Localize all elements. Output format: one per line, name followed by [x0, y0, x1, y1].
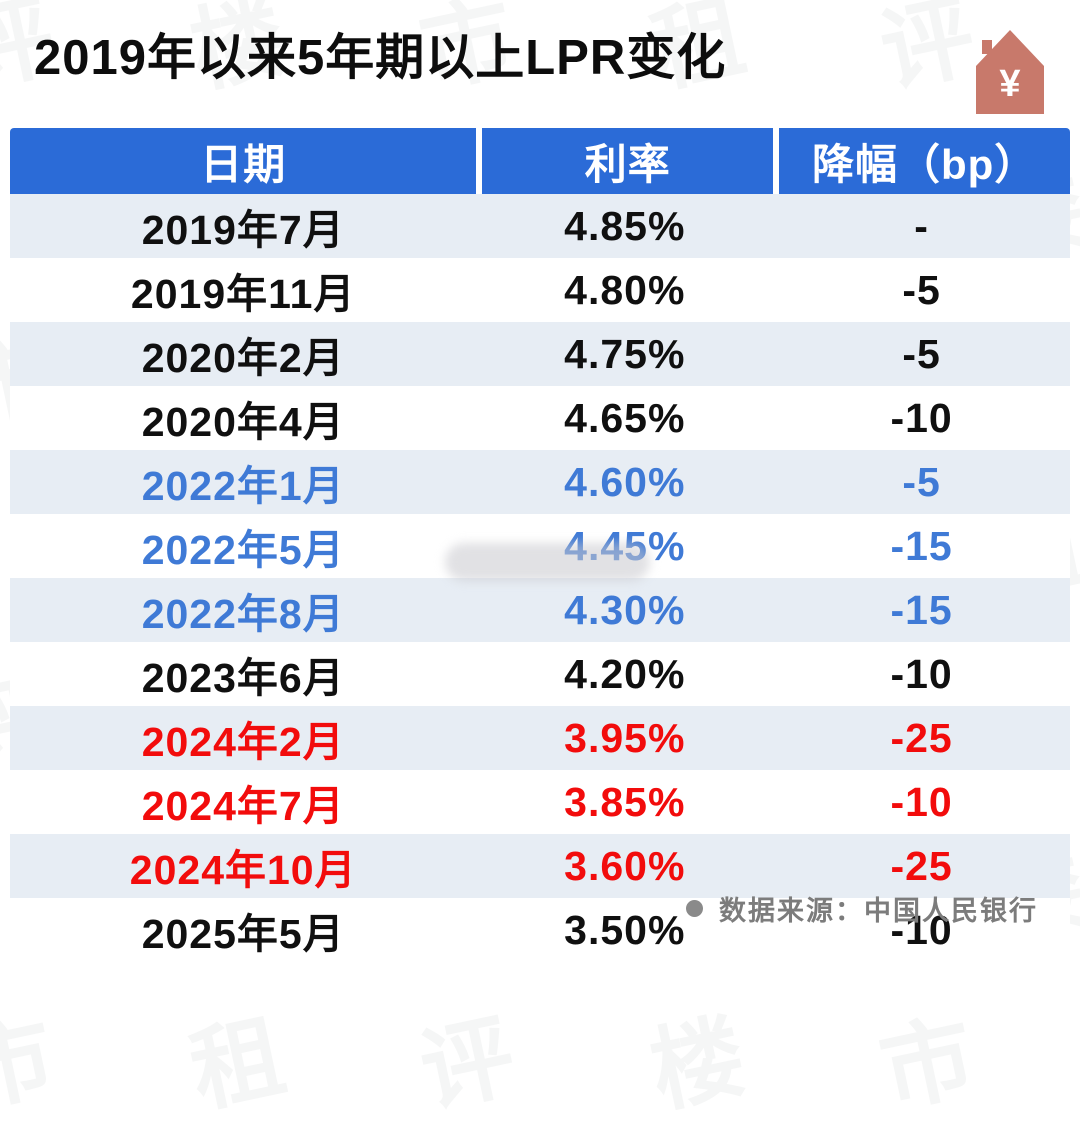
svg-text:¥: ¥: [999, 63, 1020, 105]
table-row: 2022年8月 4.30% -15: [10, 578, 1070, 642]
cell-date: 2019年11月: [10, 258, 477, 322]
table-row: 2020年2月 4.75% -5: [10, 322, 1070, 386]
cell-change: -10: [773, 898, 1070, 962]
bullet-dot-icon: [686, 900, 703, 917]
cell-rate: 4.65%: [476, 386, 774, 450]
cell-change: -10: [773, 770, 1070, 834]
cell-date: 2024年7月: [10, 770, 477, 834]
cell-change: -5: [773, 258, 1070, 322]
cell-date: 2022年1月: [10, 450, 477, 514]
table-header-row: 日期 利率 降幅（bp）: [10, 128, 1070, 194]
cell-change: -15: [773, 514, 1070, 578]
cell-change: -10: [773, 642, 1070, 706]
cell-change: -25: [773, 834, 1070, 898]
table-row: 2019年7月 4.85% -: [10, 194, 1070, 258]
table-row: 2023年6月 4.20% -10: [10, 642, 1070, 706]
cell-rate: 4.75%: [476, 322, 774, 386]
table-row: 2019年11月 4.80% -5: [10, 258, 1070, 322]
cell-rate: 3.50%: [476, 898, 774, 962]
cell-date: 2019年7月: [10, 194, 477, 258]
cell-date: 2024年10月: [10, 834, 477, 898]
table-row: 2024年2月 3.95% -25: [10, 706, 1070, 770]
table-row: 2022年1月 4.60% -5: [10, 450, 1070, 514]
table-row: 2024年10月 3.60% -25: [10, 834, 1070, 898]
cell-date: 2024年2月: [10, 706, 477, 770]
cell-rate: 4.60%: [476, 450, 774, 514]
cell-date: 2020年2月: [10, 322, 477, 386]
watermark-char: 市: [872, 1005, 984, 1125]
cell-date: 2020年4月: [10, 386, 477, 450]
cell-rate: 4.30%: [476, 578, 774, 642]
cell-rate: 4.80%: [476, 258, 774, 322]
page-title: 2019年以来5年期以上LPR变化: [34, 31, 727, 85]
table-row: 2025年5月 3.50% -10: [10, 898, 1070, 962]
watermark-char: 市: [0, 1005, 64, 1125]
cell-change: -5: [773, 450, 1070, 514]
table-row: 2024年7月 3.85% -10: [10, 770, 1070, 834]
cell-change: -25: [773, 706, 1070, 770]
table-row: 2020年4月 4.65% -10: [10, 386, 1070, 450]
source-line: 数据来源：中国人民银行: [686, 889, 1038, 928]
source-text: 数据来源：中国人民银行: [719, 896, 1038, 926]
cell-rate: 4.85%: [476, 194, 774, 258]
cell-date: 2022年8月: [10, 578, 477, 642]
watermark-char: 租: [182, 1005, 294, 1125]
cell-change: -10: [773, 386, 1070, 450]
watermark-char: 楼: [642, 1005, 754, 1125]
cell-rate: 3.95%: [476, 706, 774, 770]
cell-date: 2025年5月: [10, 898, 477, 962]
cell-change: -15: [773, 578, 1070, 642]
cell-date: 2023年6月: [10, 642, 477, 706]
cell-change: -: [773, 194, 1070, 258]
blur-smudge: [445, 543, 650, 581]
header-change: 降幅（bp）: [773, 128, 1070, 194]
cell-rate: 4.20%: [476, 642, 774, 706]
house-yuan-icon: ¥: [974, 26, 1046, 116]
cell-rate: 3.85%: [476, 770, 774, 834]
lpr-table: 日期 利率 降幅（bp） 2019年7月 4.85% -2019年11月 4.80% -…: [10, 128, 1070, 962]
cell-change: -5: [773, 322, 1070, 386]
cell-rate: 3.60%: [476, 834, 774, 898]
watermark-char: 评: [412, 1005, 524, 1125]
header-date: 日期: [10, 128, 477, 194]
cell-date: 2022年5月: [10, 514, 477, 578]
header-rate: 利率: [476, 128, 774, 194]
title-bar: 2019年以来5年期以上LPR变化 ¥: [0, 0, 1080, 128]
table-body: 2019年7月 4.85% -2019年11月 4.80% -5 2020年2月 4.75%…: [10, 194, 1070, 962]
